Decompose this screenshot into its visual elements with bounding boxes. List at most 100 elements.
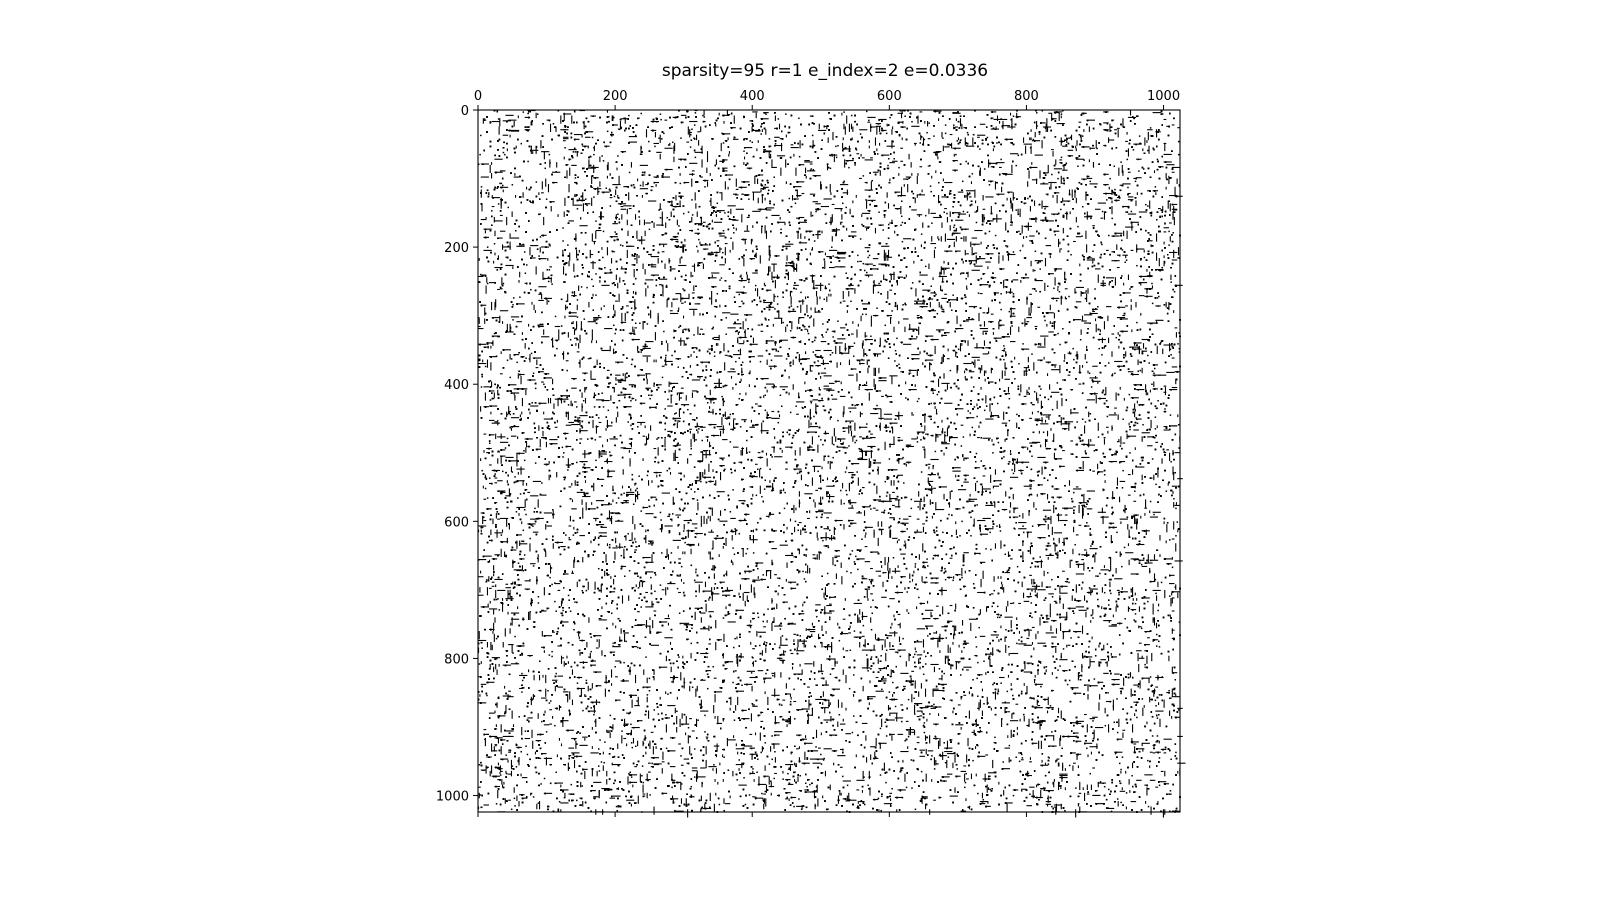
nonzero-marker bbox=[574, 151, 577, 153]
nonzero-marker bbox=[739, 393, 741, 395]
nonzero-marker bbox=[994, 234, 997, 237]
nonzero-marker bbox=[649, 397, 651, 400]
nonzero-marker bbox=[829, 618, 831, 621]
nonzero-marker bbox=[478, 663, 481, 665]
nonzero-marker bbox=[854, 164, 856, 166]
nonzero-marker bbox=[499, 772, 501, 774]
nonzero-marker bbox=[630, 776, 633, 778]
nonzero-marker bbox=[1075, 787, 1077, 789]
nonzero-marker bbox=[486, 694, 488, 697]
nonzero-marker bbox=[931, 222, 933, 224]
nonzero-marker bbox=[996, 525, 998, 527]
nonzero-marker bbox=[965, 772, 967, 775]
nonzero-marker bbox=[959, 273, 962, 275]
nonzero-marker bbox=[666, 216, 669, 219]
nonzero-marker bbox=[569, 338, 572, 341]
nonzero-marker bbox=[1014, 378, 1016, 380]
nonzero-marker bbox=[1000, 158, 1002, 161]
nonzero-marker bbox=[629, 771, 632, 774]
nonzero-marker bbox=[664, 428, 666, 431]
nonzero-marker bbox=[914, 808, 917, 811]
nonzero-marker bbox=[1139, 369, 1142, 372]
nonzero-marker bbox=[1127, 186, 1129, 189]
nonzero-marker bbox=[944, 124, 947, 126]
nonzero-marker bbox=[539, 236, 542, 238]
nonzero-marker bbox=[693, 579, 696, 582]
nonzero-marker bbox=[757, 567, 759, 570]
nonzero-marker bbox=[1155, 592, 1157, 595]
nonzero-marker bbox=[737, 319, 739, 321]
nonzero-marker bbox=[1018, 230, 1020, 233]
nonzero-marker bbox=[510, 808, 513, 811]
nonzero-marker bbox=[1016, 413, 1018, 416]
nonzero-marker bbox=[738, 759, 741, 761]
nonzero-marker bbox=[910, 498, 913, 501]
nonzero-marker bbox=[515, 766, 518, 768]
nonzero-marker bbox=[962, 436, 965, 438]
nonzero-marker bbox=[942, 531, 944, 534]
nonzero-marker bbox=[851, 550, 854, 552]
nonzero-marker bbox=[866, 110, 868, 113]
nonzero-marker bbox=[1006, 690, 1009, 693]
nonzero-marker bbox=[861, 223, 863, 226]
nonzero-marker bbox=[985, 139, 987, 141]
nonzero-marker bbox=[912, 192, 915, 195]
nonzero-marker bbox=[959, 535, 961, 537]
nonzero-marker bbox=[990, 652, 992, 654]
nonzero-marker bbox=[512, 652, 514, 654]
nonzero-marker bbox=[1060, 787, 1062, 789]
nonzero-marker bbox=[1106, 123, 1109, 125]
nonzero-marker bbox=[523, 554, 526, 556]
nonzero-marker bbox=[904, 115, 906, 117]
nonzero-marker bbox=[1061, 747, 1063, 750]
nonzero-marker bbox=[1132, 149, 1135, 151]
nonzero-marker bbox=[1121, 275, 1123, 277]
nonzero-marker bbox=[761, 495, 763, 498]
nonzero-marker bbox=[809, 783, 811, 786]
nonzero-marker bbox=[920, 770, 923, 773]
nonzero-marker bbox=[545, 731, 548, 733]
nonzero-marker bbox=[849, 421, 852, 424]
nonzero-marker bbox=[932, 465, 935, 467]
nonzero-marker bbox=[1169, 539, 1171, 541]
nonzero-marker bbox=[723, 756, 725, 758]
nonzero-marker bbox=[530, 792, 533, 795]
nonzero-marker bbox=[486, 497, 489, 499]
nonzero-marker bbox=[489, 399, 492, 401]
nonzero-marker bbox=[1089, 772, 1092, 775]
nonzero-marker bbox=[924, 214, 927, 217]
nonzero-marker bbox=[597, 567, 600, 570]
nonzero-marker bbox=[894, 301, 897, 304]
nonzero-marker bbox=[789, 700, 792, 703]
nonzero-marker bbox=[1169, 595, 1171, 597]
nonzero-marker bbox=[752, 768, 754, 770]
nonzero-marker bbox=[567, 244, 569, 246]
nonzero-marker bbox=[725, 317, 727, 319]
nonzero-marker bbox=[929, 713, 931, 715]
nonzero-marker bbox=[951, 309, 953, 311]
nonzero-marker bbox=[899, 655, 902, 658]
nonzero-marker bbox=[1056, 213, 1059, 216]
nonzero-marker bbox=[1178, 347, 1181, 350]
nonzero-marker bbox=[1011, 325, 1013, 327]
nonzero-marker bbox=[585, 589, 588, 592]
nonzero-marker bbox=[1106, 415, 1109, 418]
nonzero-marker bbox=[550, 567, 553, 569]
nonzero-marker bbox=[684, 541, 686, 544]
nonzero-marker bbox=[1110, 592, 1112, 595]
nonzero-marker bbox=[630, 399, 632, 402]
nonzero-marker bbox=[1002, 761, 1004, 763]
nonzero-marker bbox=[993, 589, 996, 592]
nonzero-marker bbox=[1164, 223, 1166, 225]
nonzero-marker bbox=[532, 565, 535, 567]
nonzero-marker bbox=[977, 661, 979, 664]
nonzero-marker bbox=[536, 733, 539, 736]
nonzero-marker bbox=[867, 670, 869, 672]
nonzero-marker bbox=[527, 112, 529, 115]
nonzero-marker bbox=[1031, 616, 1033, 619]
nonzero-marker bbox=[678, 524, 680, 526]
nonzero-marker bbox=[569, 610, 572, 612]
nonzero-marker bbox=[1075, 291, 1077, 294]
nonzero-marker bbox=[837, 144, 839, 147]
nonzero-marker bbox=[738, 397, 741, 400]
